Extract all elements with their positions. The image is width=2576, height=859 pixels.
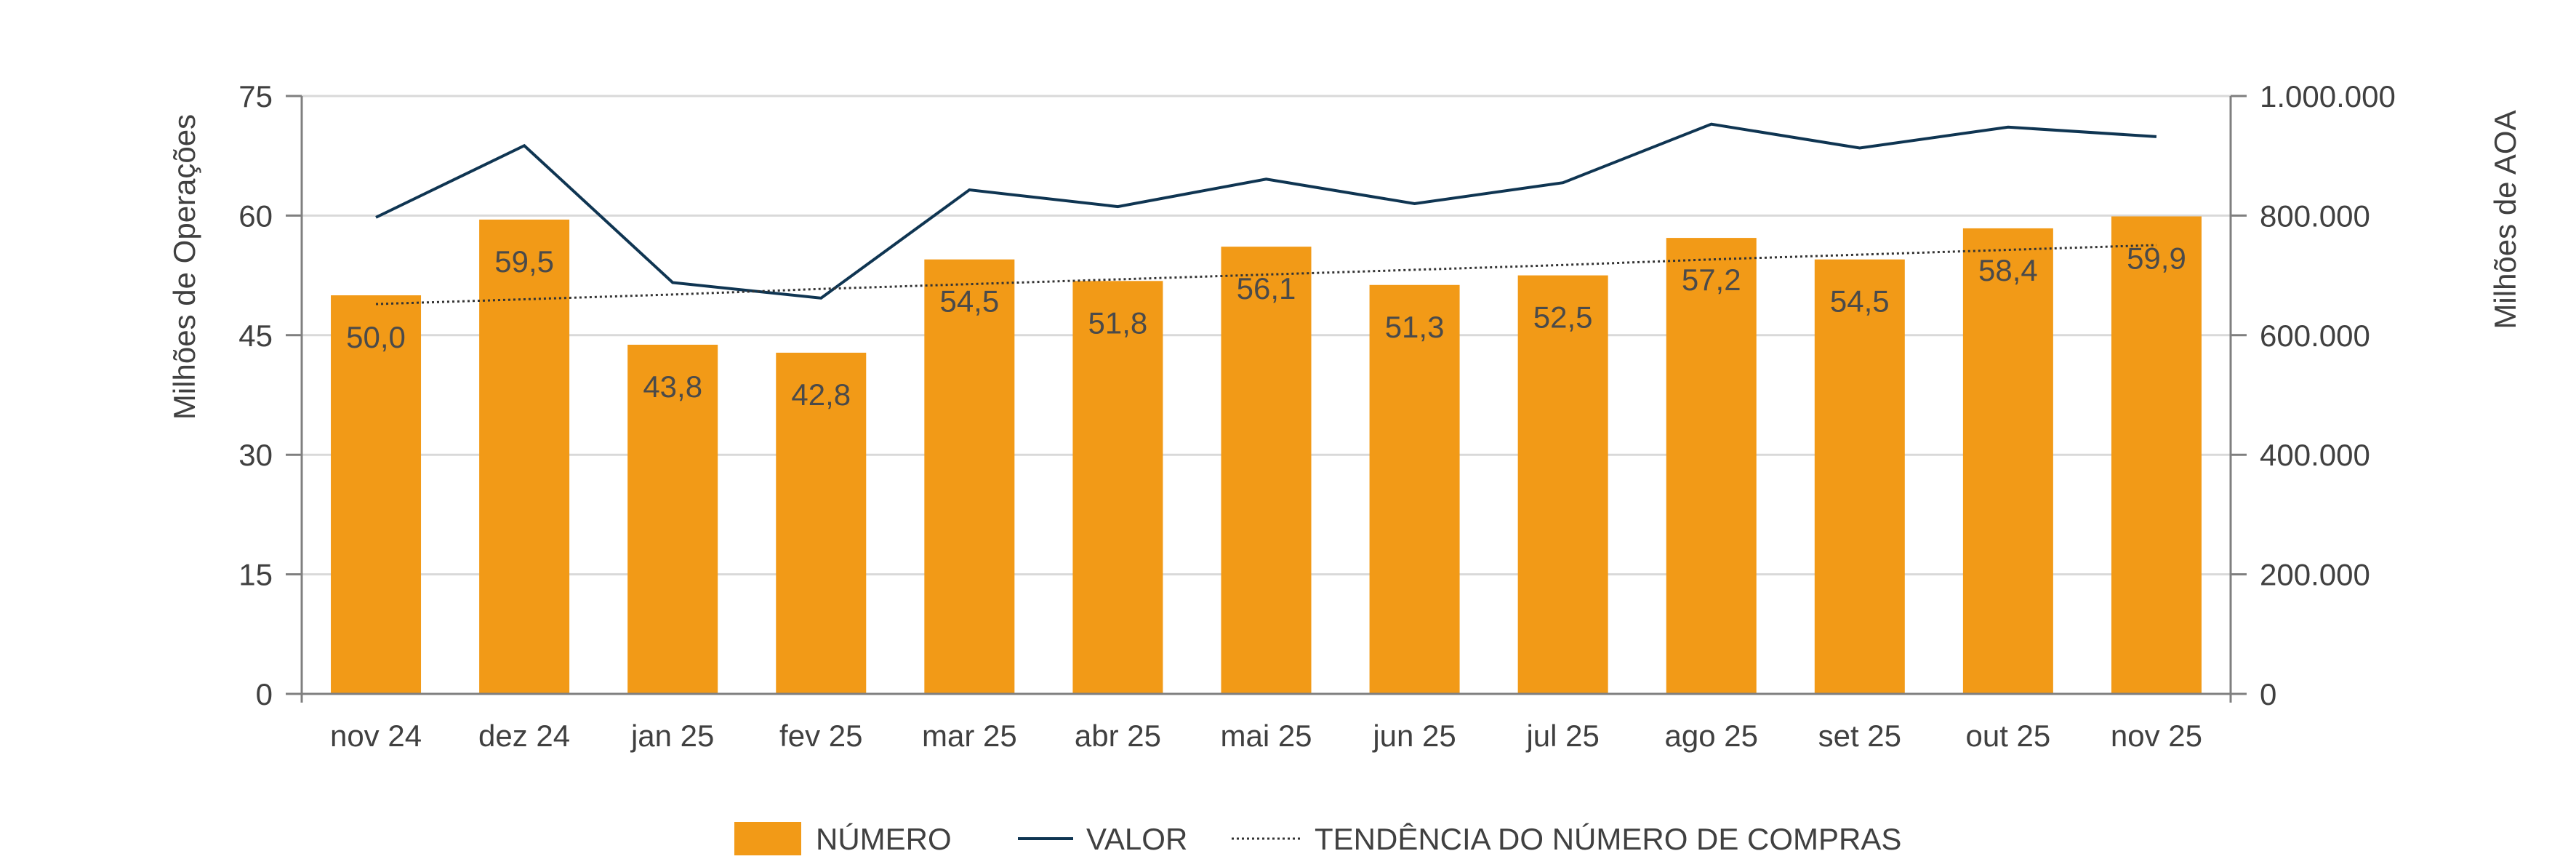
- bar: [331, 295, 422, 694]
- y-left-tick-label: 45: [238, 319, 273, 353]
- bar-data-label: 50,0: [346, 320, 406, 354]
- legend-label-valor: VALOR: [1086, 822, 1187, 856]
- trend-line: [375, 244, 2157, 305]
- x-tick-label: dez 24: [478, 719, 570, 753]
- bar: [776, 352, 867, 694]
- x-tick-label: fev 25: [779, 719, 862, 753]
- bar-data-label: 57,2: [1682, 263, 1741, 297]
- x-tick-label: jun 25: [1371, 719, 1456, 753]
- bar-data-label: 56,1: [1237, 271, 1296, 305]
- label-layer: 50,0 59,5 43,8 42,8 54,5 51,8 56,1 51,3 52,5 57,2…: [346, 241, 2186, 411]
- y-left-tick-label: 75: [238, 79, 273, 113]
- y-right-tick-label: 200.000: [2260, 558, 2370, 592]
- y-right-tick-label: 1.000.000: [2260, 79, 2396, 113]
- y-right-axis-title: Milhões de AOA: [2488, 110, 2522, 329]
- legend: NÚMERO VALOR TENDÊNCIA DO NÚMERO DE COMP…: [734, 822, 1901, 856]
- bar-data-label: 59,9: [2127, 241, 2186, 275]
- bar: [1517, 275, 1608, 695]
- y-right-tick-label: 600.000: [2260, 319, 2370, 353]
- bar: [1814, 259, 1905, 694]
- y-left-tick-label: 60: [238, 199, 273, 233]
- bar: [924, 259, 1015, 694]
- bar-data-label: 51,3: [1385, 310, 1445, 344]
- bar-data-label: 54,5: [1830, 284, 1890, 319]
- y-right-tick-label: 0: [2260, 677, 2276, 711]
- legend-label-tendencia: TENDÊNCIA DO NÚMERO DE COMPRAS: [1315, 822, 1901, 856]
- x-tick-label: nov 24: [330, 719, 422, 753]
- x-tick-label: abr 25: [1075, 719, 1161, 753]
- bar-data-label: 52,5: [1533, 300, 1593, 335]
- y-left-axis-title: Milhões de Operações: [167, 114, 201, 420]
- bar-data-label: 58,4: [1978, 253, 2038, 287]
- bar: [1369, 284, 1460, 694]
- bar: [1221, 247, 1312, 694]
- legend-swatch-numero: [734, 822, 801, 855]
- bar-data-label: 51,8: [1088, 305, 1148, 340]
- x-tick-label: set 25: [1818, 719, 1901, 753]
- bar: [627, 344, 718, 694]
- bar-layer: [331, 216, 2202, 695]
- x-tick-label: jul 25: [1525, 719, 1599, 753]
- y-right-tick-label: 400.000: [2260, 438, 2370, 472]
- y-left-tick-label: 15: [238, 558, 273, 592]
- x-tick-label: out 25: [1965, 719, 2050, 753]
- x-tick-label: ago 25: [1664, 719, 1757, 753]
- x-tick-label: mar 25: [922, 719, 1017, 753]
- bar: [1666, 238, 1757, 694]
- bar-data-label: 43,8: [643, 369, 702, 404]
- bar: [479, 219, 570, 694]
- valor-line: [375, 122, 2157, 300]
- bar: [1072, 281, 1163, 695]
- x-tick-label: nov 25: [2111, 719, 2202, 753]
- y-left-tick-label: 0: [256, 677, 273, 711]
- axis-layer: 0 15 30 45 60 75 0 200.000 400.000 600.000 800.000…: [238, 79, 2396, 753]
- line-layer: [375, 122, 2157, 305]
- bar-data-label: 59,5: [494, 244, 554, 279]
- bar: [1962, 228, 2053, 694]
- x-tick-label: jan 25: [630, 719, 714, 753]
- bar-data-label: 54,5: [939, 284, 999, 319]
- y-right-tick-label: 800.000: [2260, 199, 2370, 233]
- bar-data-label: 42,8: [791, 377, 851, 412]
- x-tick-label: mai 25: [1220, 719, 1312, 753]
- bar: [2111, 216, 2202, 695]
- y-left-tick-label: 30: [238, 438, 273, 472]
- legend-label-numero: NÚMERO: [816, 822, 952, 856]
